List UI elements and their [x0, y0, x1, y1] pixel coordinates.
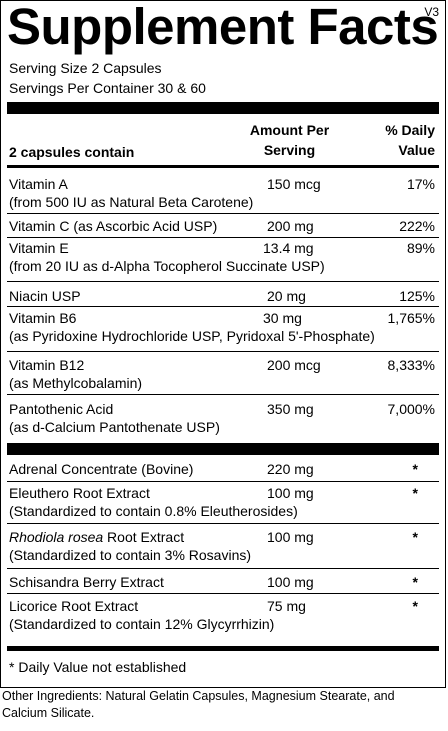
nutrient-daily-value: 222%	[399, 218, 435, 234]
nutrient-name-text: Vitamin E	[9, 240, 69, 256]
divider-medium	[7, 165, 439, 168]
footnote: * Daily Value not established	[9, 659, 187, 675]
nutrient-source: (Standardized to contain 0.8% Eleutheros…	[9, 503, 298, 519]
divider-thick	[7, 646, 439, 651]
nutrient-daily-value: 1,765%	[387, 310, 435, 326]
nutrient-amount: 75 mg	[267, 598, 306, 614]
column-header-dv-1: % Daily	[385, 122, 435, 138]
row-divider	[7, 394, 439, 395]
nutrient-amount: 100 mg	[267, 529, 314, 545]
nutrient-name: Rhodiola rosea Root Extract	[9, 529, 184, 546]
nutrient-name-text: Niacin USP	[9, 288, 81, 304]
divider-thick	[7, 443, 439, 455]
nutrient-daily-value: 7,000%	[387, 401, 435, 417]
nutrient-amount: 150 mcg	[267, 176, 321, 192]
nutrient-name: Niacin USP	[9, 288, 81, 305]
nutrient-daily-value: *	[412, 598, 418, 614]
nutrient-name-text: Vitamin B6	[9, 310, 77, 326]
nutrient-source: (from 500 IU as Natural Beta Carotene)	[9, 194, 254, 210]
row-divider	[7, 281, 439, 282]
column-header-amount-2: Serving	[263, 142, 316, 158]
row-divider	[7, 351, 439, 352]
servings-per-container: Servings Per Container 30 & 60	[9, 80, 206, 96]
nutrient-name-italic: Rhodiola rosea	[9, 529, 104, 545]
row-divider	[7, 523, 439, 524]
nutrient-name: Vitamin A	[9, 176, 68, 193]
nutrient-name-text: Schisandra Berry Extract	[9, 574, 164, 590]
nutrient-daily-value: 8,333%	[387, 357, 435, 373]
row-divider	[7, 213, 439, 214]
row-divider	[7, 568, 439, 569]
nutrient-name: Schisandra Berry Extract	[9, 574, 164, 591]
serving-size: Serving Size 2 Capsules	[9, 60, 162, 76]
nutrient-name: Vitamin B6	[9, 310, 76, 327]
column-header-amount-1: Amount Per	[249, 122, 330, 138]
nutrient-source: (from 20 IU as d-Alpha Tocopherol Succin…	[9, 258, 325, 274]
divider-thick	[7, 102, 439, 114]
nutrient-name: Vitamin E	[9, 240, 69, 257]
nutrient-daily-value: *	[412, 485, 418, 501]
row-divider	[7, 481, 439, 482]
nutrient-daily-value: 125%	[399, 288, 435, 304]
column-header-dv-2: Value	[398, 142, 435, 158]
other-ingredients: Other Ingredients: Natural Gelatin Capsu…	[2, 689, 395, 720]
nutrient-name: Vitamin B12	[9, 357, 84, 374]
nutrient-source: (as d-Calcium Pantothenate USP)	[9, 419, 220, 435]
nutrient-daily-value: *	[412, 529, 418, 545]
nutrient-source: (as Pyridoxine Hydrochloride USP, Pyrido…	[9, 328, 375, 344]
nutrient-name-text: Licorice Root Extract	[9, 598, 139, 614]
nutrient-name: Adrenal Concentrate (Bovine)	[9, 461, 193, 478]
nutrient-amount: 200 mg	[267, 218, 314, 234]
nutrient-daily-value: 17%	[406, 176, 435, 192]
nutrient-amount: 30 mg	[263, 310, 302, 326]
row-divider	[7, 237, 439, 238]
nutrient-name: Pantothenic Acid	[9, 401, 113, 418]
panel-title: Supplement Facts	[7, 0, 439, 55]
nutrient-amount: 13.4 mg	[263, 240, 314, 256]
nutrient-name-text: Vitamin C (as Ascorbic Acid USP)	[9, 218, 218, 234]
nutrient-daily-value: *	[412, 574, 418, 590]
nutrient-name-text: Pantothenic Acid	[9, 401, 114, 417]
row-divider	[7, 306, 439, 307]
nutrient-name: Licorice Root Extract	[9, 598, 138, 615]
nutrient-source: (as Methylcobalamin)	[9, 375, 143, 391]
nutrient-daily-value: *	[412, 461, 418, 477]
nutrient-amount: 200 mcg	[267, 357, 321, 373]
nutrient-name-text: Root Extract	[103, 529, 185, 545]
nutrient-name: Eleuthero Root Extract	[9, 485, 150, 502]
nutrient-amount: 220 mg	[267, 461, 314, 477]
nutrient-source: (Standardized to contain 3% Rosavins)	[9, 547, 252, 563]
nutrient-daily-value: 89%	[406, 240, 435, 256]
nutrient-name-text: Vitamin B12	[9, 357, 85, 373]
nutrient-name-text: Adrenal Concentrate (Bovine)	[9, 461, 194, 477]
column-header-contents: 2 capsules contain	[9, 144, 135, 160]
row-divider	[7, 593, 439, 594]
nutrient-amount: 100 mg	[267, 485, 314, 501]
nutrient-amount: 100 mg	[267, 574, 314, 590]
nutrient-source: (Standardized to contain 12% Glycyrrhizi…	[9, 616, 275, 632]
nutrient-amount: 20 mg	[267, 288, 306, 304]
version-code: V3	[424, 5, 439, 19]
nutrient-name-text: Eleuthero Root Extract	[9, 485, 150, 501]
supplement-facts-panel: Supplement Facts V3 Serving Size 2 Capsu…	[0, 0, 446, 688]
nutrient-amount: 350 mg	[267, 401, 314, 417]
nutrient-name: Vitamin C (as Ascorbic Acid USP)	[9, 218, 217, 235]
nutrient-name-text: Vitamin A	[9, 176, 68, 192]
